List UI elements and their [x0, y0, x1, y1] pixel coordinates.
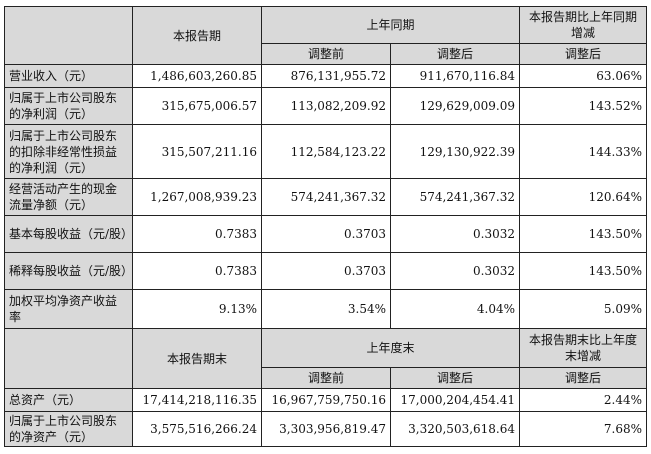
header-prior: 上年同期: [260, 6, 521, 44]
cell-change: 143.50%: [519, 252, 648, 290]
row-label: 归属于上市公司股东的扣除非经常性损益的净利润（元）: [4, 124, 133, 179]
header-blank: [4, 6, 133, 65]
cell-change: 63.06%: [519, 64, 648, 88]
cell-current: 315,675,006.57: [132, 87, 262, 125]
header-row-2: 本报告期末 上年度末 本报告期末比上年度末增减: [4, 328, 648, 389]
cell-after: 0.3032: [389, 252, 521, 290]
cell-before: 3.54%: [261, 289, 391, 329]
header2-change-after: 调整后: [519, 367, 648, 389]
header2-blank: [4, 328, 133, 389]
cell-current: 0.7383: [132, 252, 262, 290]
cell-before: 3,303,956,819.47: [261, 411, 391, 447]
cell-change: 144.33%: [519, 124, 648, 179]
cell-current: 0.7383: [132, 215, 262, 253]
header-change: 本报告期比上年同期增减: [519, 6, 648, 44]
cell-before: 16,967,759,750.16: [261, 388, 391, 412]
header-before: 调整前: [261, 43, 391, 65]
table-row: 总资产（元） 17,414,218,116.35 16,967,759,750.…: [4, 388, 648, 412]
cell-after: 129,629,009.09: [389, 87, 521, 125]
row-label: 加权平均净资产收益率: [4, 289, 133, 329]
cell-after: 4.04%: [389, 289, 521, 329]
cell-before: 113,082,209.92: [261, 87, 391, 125]
table-row: 基本每股收益（元/股） 0.7383 0.3703 0.3032 143.50%: [4, 215, 648, 253]
header2-change: 本报告期末比上年度末增减: [519, 328, 648, 368]
header2-current: 本报告期末: [132, 328, 262, 389]
cell-current: 3,575,516,266.24: [132, 411, 262, 447]
row-label: 稀释每股收益（元/股）: [4, 252, 133, 290]
row-label: 营业收入（元）: [4, 64, 133, 88]
header-current: 本报告期: [132, 6, 262, 65]
cell-current: 17,414,218,116.35: [132, 388, 262, 412]
header2-after: 调整后: [389, 367, 521, 389]
cell-change: 120.64%: [519, 178, 648, 216]
subheader-row-2: 调整前 调整后 调整后: [5, 367, 648, 389]
cell-after: 3,320,503,618.64: [389, 411, 521, 447]
cell-change: 7.68%: [519, 411, 648, 447]
cell-current: 9.13%: [132, 289, 262, 329]
cell-after: 17,000,204,454.41: [389, 388, 521, 412]
row-label: 基本每股收益（元/股）: [4, 215, 133, 253]
cell-before: 0.3703: [261, 252, 391, 290]
header-after: 调整后: [389, 43, 521, 65]
header2-before: 调整前: [261, 367, 391, 389]
cell-change: 2.44%: [519, 388, 648, 412]
header2-prior: 上年度末: [260, 328, 521, 368]
table-row: 稀释每股收益（元/股） 0.7383 0.3703 0.3032 143.50%: [4, 252, 648, 290]
subheader-row: 调整前 调整后 调整后: [5, 43, 648, 65]
cell-before: 574,241,367.32: [261, 178, 391, 216]
cell-before: 112,584,123.22: [261, 124, 391, 179]
cell-change: 5.09%: [519, 289, 648, 329]
financial-summary-table: 本报告期 上年同期 本报告期比上年同期增减 调整前 调整后 调整后 营业收入（元…: [4, 6, 648, 447]
cell-after: 129,130,922.39: [389, 124, 521, 179]
cell-change: 143.52%: [519, 87, 648, 125]
row-label: 归属于上市公司股东的净利润（元）: [4, 87, 133, 125]
cell-before: 0.3703: [261, 215, 391, 253]
cell-before: 876,131,955.72: [261, 64, 391, 88]
table-row: 营业收入（元） 1,486,603,260.85 876,131,955.72 …: [4, 64, 648, 88]
header-change-after: 调整后: [519, 43, 648, 65]
cell-current: 1,267,008,939.23: [132, 178, 262, 216]
table-row: 经营活动产生的现金流量净额（元） 1,267,008,939.23 574,24…: [4, 178, 648, 216]
row-label: 总资产（元）: [4, 388, 133, 412]
header-row: 本报告期 上年同期 本报告期比上年同期增减: [4, 6, 648, 65]
cell-current: 1,486,603,260.85: [132, 64, 262, 88]
table-row: 加权平均净资产收益率 9.13% 3.54% 4.04% 5.09%: [4, 289, 648, 329]
table-row: 归属于上市公司股东的扣除非经常性损益的净利润（元） 315,507,211.16…: [4, 124, 648, 179]
cell-change: 143.50%: [519, 215, 648, 253]
cell-current: 315,507,211.16: [132, 124, 262, 179]
cell-after: 0.3032: [389, 215, 521, 253]
table-row: 归属于上市公司股东的净利润（元） 315,675,006.57 113,082,…: [4, 87, 648, 125]
row-label: 归属于上市公司股东的净资产（元）: [4, 411, 133, 447]
table-row: 归属于上市公司股东的净资产（元） 3,575,516,266.24 3,303,…: [4, 411, 648, 447]
cell-after: 911,670,116.84: [389, 64, 521, 88]
row-label: 经营活动产生的现金流量净额（元）: [4, 178, 133, 216]
cell-after: 574,241,367.32: [389, 178, 521, 216]
